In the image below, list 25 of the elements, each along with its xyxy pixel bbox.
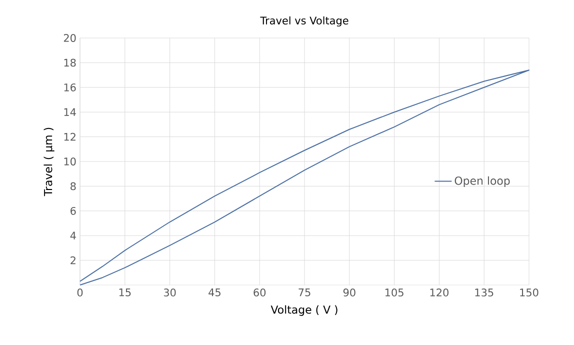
y-tick-label: 20 xyxy=(64,34,76,42)
x-tick-label: 150 xyxy=(520,288,538,296)
legend-label: Open loop xyxy=(454,176,510,187)
y-tick-label: 4 xyxy=(70,232,76,240)
y-tick-label: 14 xyxy=(64,108,76,116)
x-tick-label: 135 xyxy=(475,288,494,296)
x-tick-label: 60 xyxy=(254,288,266,296)
x-tick-label: 15 xyxy=(119,288,131,296)
x-tick-label: 120 xyxy=(430,288,448,296)
x-tick-label: 90 xyxy=(343,288,356,296)
x-tick-label: 105 xyxy=(385,288,404,296)
y-tick-label: 10 xyxy=(64,158,76,166)
y-tick-label: 16 xyxy=(64,83,76,92)
y-tick-label: 18 xyxy=(64,58,76,67)
y-tick-label: 8 xyxy=(70,182,76,190)
y-axis-title: Travel ( μm ) xyxy=(44,128,54,196)
x-tick-label: 0 xyxy=(77,288,83,296)
x-tick-label: 45 xyxy=(208,288,220,296)
y-tick-label: 6 xyxy=(70,206,76,215)
y-tick-label: 2 xyxy=(70,256,76,264)
x-tick-label: 30 xyxy=(164,288,176,296)
x-axis-title: Voltage ( V ) xyxy=(270,305,338,316)
x-tick-label: 75 xyxy=(298,288,310,296)
chart-title: Travel vs Voltage xyxy=(260,16,348,27)
y-tick-label: 12 xyxy=(64,132,76,141)
